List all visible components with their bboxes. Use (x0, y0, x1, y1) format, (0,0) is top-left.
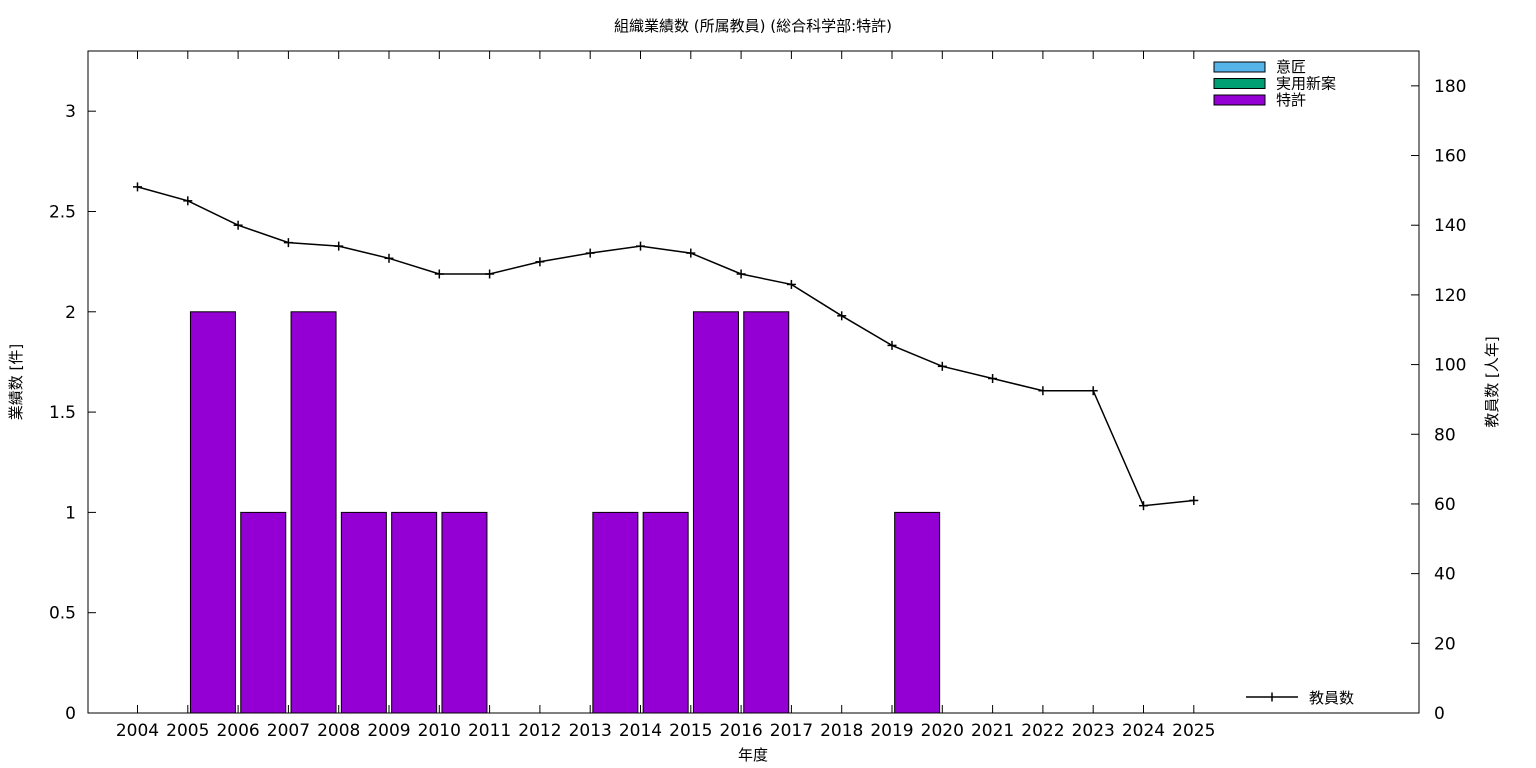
x-tick-label: 2018 (820, 721, 863, 741)
x-tick-label: 2023 (1072, 721, 1115, 741)
bar (642, 511, 689, 714)
x-tick-label: 2011 (468, 721, 511, 741)
x-tick-label: 2017 (770, 721, 813, 741)
y2-tick-label: 180 (1434, 77, 1466, 97)
line-point (535, 257, 545, 267)
x-tick-label: 2016 (719, 721, 762, 741)
line-point (183, 196, 193, 206)
line-point (837, 311, 847, 321)
line-point (736, 269, 746, 279)
y2-axis-title: 教員数 [人年] (1483, 336, 1501, 427)
line-point (887, 340, 897, 350)
bar (189, 311, 236, 714)
line-point (434, 269, 444, 279)
x-tick-label: 2014 (619, 721, 662, 741)
legend-label: 特許 (1276, 91, 1306, 109)
y2-tick-label: 80 (1434, 425, 1456, 445)
y2-tick-label: 40 (1434, 565, 1456, 585)
line-point (585, 248, 595, 258)
x-tick-label: 2015 (669, 721, 712, 741)
y2-tick-label: 120 (1434, 286, 1466, 306)
legend-label: 実用新案 (1276, 75, 1336, 93)
line-point (485, 269, 495, 279)
x-tick-label: 2022 (1021, 721, 1064, 741)
y-axis-title: 業績数 [件] (7, 344, 25, 420)
bar (240, 511, 287, 714)
line-point (133, 182, 142, 192)
legend-label: 意匠 (1276, 58, 1306, 76)
x-tick-label: 2010 (418, 721, 461, 741)
y-tick-label: 0.5 (49, 604, 76, 624)
y2-tick-label: 100 (1434, 356, 1466, 376)
line-point (384, 253, 394, 263)
y2-tick-label: 160 (1434, 147, 1466, 167)
x-tick-label: 2005 (166, 721, 209, 741)
bar (290, 311, 337, 714)
line-point (1038, 386, 1048, 396)
line-point (636, 241, 645, 251)
line-point (686, 248, 696, 258)
x-tick-label: 2024 (1122, 721, 1165, 741)
line-point (1088, 386, 1098, 396)
line-point (786, 279, 796, 289)
line-point (1139, 501, 1148, 511)
line-point (1189, 495, 1199, 505)
x-tick-label: 2004 (116, 721, 159, 741)
y-tick-label: 1.5 (49, 403, 76, 423)
x-tick-label: 2007 (267, 721, 310, 741)
x-tick-label: 2020 (921, 721, 964, 741)
y2-tick-label: 60 (1434, 495, 1456, 515)
y-tick-label: 0 (65, 704, 76, 724)
y2-tick-label: 0 (1434, 704, 1445, 724)
x-tick-label: 2013 (569, 721, 612, 741)
bar (391, 511, 438, 714)
y-tick-label: 2 (65, 303, 76, 323)
bar (441, 511, 488, 714)
y2-tick-label: 20 (1434, 634, 1456, 654)
line-series-path (137, 186, 1194, 507)
line-point (988, 374, 998, 384)
x-tick-label: 2019 (870, 721, 913, 741)
bar (692, 311, 739, 714)
y-tick-label: 1 (65, 503, 76, 523)
legend-label: 教員数 (1309, 689, 1354, 707)
line-point (233, 220, 243, 230)
plot-frame (87, 50, 1420, 714)
bar (743, 311, 790, 714)
line-point (937, 361, 947, 371)
x-tick-label: 2009 (367, 721, 410, 741)
y-tick-label: 2.5 (49, 202, 76, 222)
bar (340, 511, 387, 714)
legend-swatch (1213, 61, 1266, 73)
line-point (283, 238, 293, 248)
legend-swatch (1213, 94, 1266, 106)
y-tick-label: 3 (65, 102, 76, 122)
line-point (334, 241, 344, 251)
x-tick-label: 2021 (971, 721, 1014, 741)
x-tick-label: 2006 (216, 721, 259, 741)
legend-swatch (1213, 78, 1266, 89)
x-tick-label: 2025 (1172, 721, 1215, 741)
bar (592, 511, 639, 714)
bar (894, 511, 941, 714)
x-axis-title: 年度 (738, 746, 768, 764)
x-tick-label: 2008 (317, 721, 360, 741)
chart-title: 組織業績数 (所属教員) (総合科学部:特許) (614, 17, 892, 35)
x-tick-label: 2012 (518, 721, 561, 741)
y2-tick-label: 140 (1434, 216, 1466, 236)
